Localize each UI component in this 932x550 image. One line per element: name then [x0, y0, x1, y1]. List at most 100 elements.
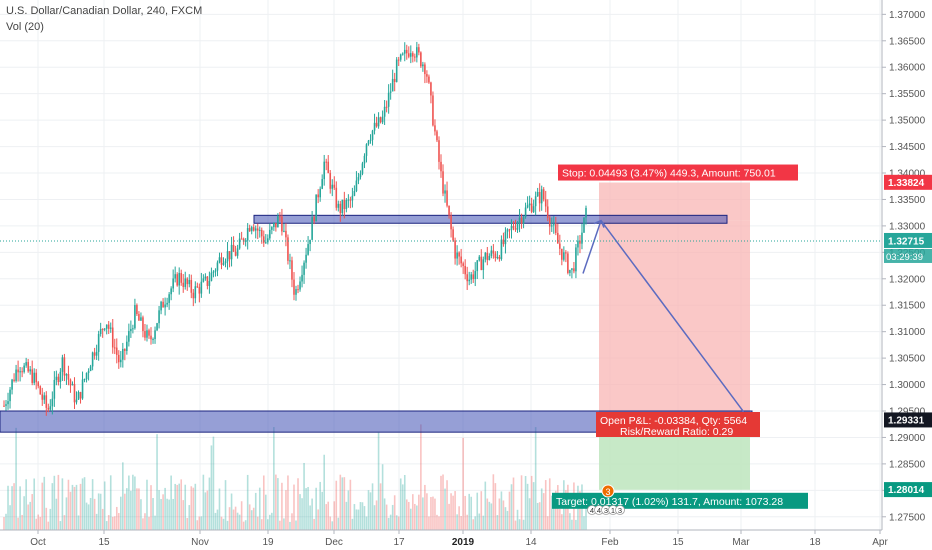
- volume-bar: [57, 474, 60, 530]
- candle-body: [573, 268, 575, 272]
- resistance-zone[interactable]: [253, 214, 728, 224]
- candle-body: [446, 190, 448, 206]
- candle-body: [63, 357, 66, 376]
- volume-bar: [275, 474, 277, 530]
- volume-bar: [160, 498, 162, 530]
- volume-indicator-label[interactable]: Vol (20): [6, 21, 44, 33]
- candle-body: [101, 328, 104, 330]
- volume-bar: [144, 513, 146, 530]
- volume-bar: [343, 477, 346, 530]
- candle-body: [176, 274, 178, 286]
- candle-body: [35, 372, 38, 383]
- price-tick-label: 1.28500: [889, 459, 926, 470]
- volume-bar: [313, 518, 315, 530]
- pnl-label: Open P&L: -0.03384, Qty: 5564: [600, 415, 747, 427]
- event-marker-dot[interactable]: [615, 505, 625, 515]
- volume-bar: [277, 478, 279, 530]
- candle-body: [444, 190, 446, 194]
- candle-body: [122, 348, 124, 360]
- target-label: Target: 0.01317 (1.02%) 131.7, Amount: 1…: [556, 496, 783, 508]
- candle-body: [436, 131, 438, 141]
- candle-body: [87, 371, 90, 373]
- time-tick-label: 14: [525, 537, 537, 548]
- candle-body: [476, 260, 479, 272]
- candle-body: [152, 339, 154, 341]
- candle-body: [524, 207, 527, 218]
- candle-body: [109, 327, 112, 329]
- price-tick-label: 1.35000: [889, 116, 926, 127]
- volume-bar: [579, 491, 581, 530]
- candle-body: [166, 302, 168, 305]
- price-axis[interactable]: 1.37000 1.36500 1.36000 1.35500 1.35000 1.345…: [881, 0, 932, 550]
- candle-body: [577, 240, 579, 248]
- candle-body: [190, 279, 193, 293]
- candle-body: [552, 224, 555, 226]
- volume-bar: [468, 493, 470, 530]
- candle-body: [218, 257, 221, 263]
- candle-body: [379, 117, 382, 123]
- volume-bar: [283, 518, 285, 530]
- volume-bar: [349, 479, 352, 530]
- volume-bar: [35, 518, 38, 530]
- candle-body: [490, 250, 493, 256]
- candle-body: [472, 274, 475, 280]
- candle-body: [412, 53, 414, 57]
- volume-bar: [571, 519, 573, 530]
- volume-bar: [379, 483, 382, 530]
- volume-bar: [516, 509, 519, 530]
- candle-body: [522, 217, 525, 224]
- volume-bar: [216, 509, 219, 530]
- volume-bar: [162, 494, 164, 530]
- candle-body: [5, 404, 7, 406]
- candle-body: [289, 260, 291, 262]
- candle-body: [25, 362, 27, 366]
- volume-bar: [9, 505, 11, 530]
- candle-body: [212, 271, 215, 273]
- candle-body: [575, 247, 577, 272]
- volume-bar: [254, 492, 257, 530]
- candle-body: [542, 189, 545, 200]
- volume-bar: [365, 516, 368, 530]
- volume-bar: [297, 478, 299, 530]
- volume-bar: [273, 427, 275, 530]
- volume-bar: [510, 484, 513, 530]
- volume-bar: [554, 490, 557, 530]
- volume-bar: [569, 513, 571, 530]
- volume-bar: [478, 513, 481, 530]
- event-markers[interactable]: 34 4 3 1 3: [587, 484, 625, 515]
- event-marker-icon[interactable]: [601, 484, 615, 498]
- volume-bar: [75, 484, 78, 530]
- candle-body: [448, 205, 450, 216]
- volume-bar: [416, 505, 418, 530]
- volume-bar: [345, 501, 348, 530]
- candle-body: [559, 243, 561, 249]
- volume-bar: [486, 498, 489, 530]
- volume-bar: [53, 475, 56, 530]
- volume-bar: [238, 514, 241, 530]
- candle-body: [405, 49, 408, 54]
- candle-body: [269, 229, 271, 239]
- volume-bar: [512, 477, 515, 530]
- candle-body: [484, 252, 487, 260]
- volume-bar: [285, 490, 287, 530]
- time-tick-label: 15: [672, 537, 684, 548]
- volume-bar: [31, 494, 33, 530]
- volume-bar: [347, 490, 350, 530]
- time-axis[interactable]: Oct 15 Nov 19 Dec 17 2019 14 Feb 15 Mar 18 Apr: [0, 529, 888, 550]
- candle-body: [532, 206, 535, 212]
- volume-bar: [319, 481, 321, 530]
- volume-bar: [538, 502, 541, 530]
- candle-body: [99, 328, 102, 335]
- volume-bar: [357, 509, 360, 530]
- candle-body: [281, 216, 283, 232]
- candle-body: [105, 324, 108, 329]
- candle-body: [264, 242, 267, 244]
- volume-bar: [430, 497, 432, 530]
- volume-bar: [99, 493, 102, 530]
- volume-bar: [565, 490, 567, 530]
- candle-body: [452, 229, 454, 241]
- volume-bar: [291, 513, 293, 530]
- candle-body: [285, 230, 287, 238]
- volume-bar: [528, 498, 531, 530]
